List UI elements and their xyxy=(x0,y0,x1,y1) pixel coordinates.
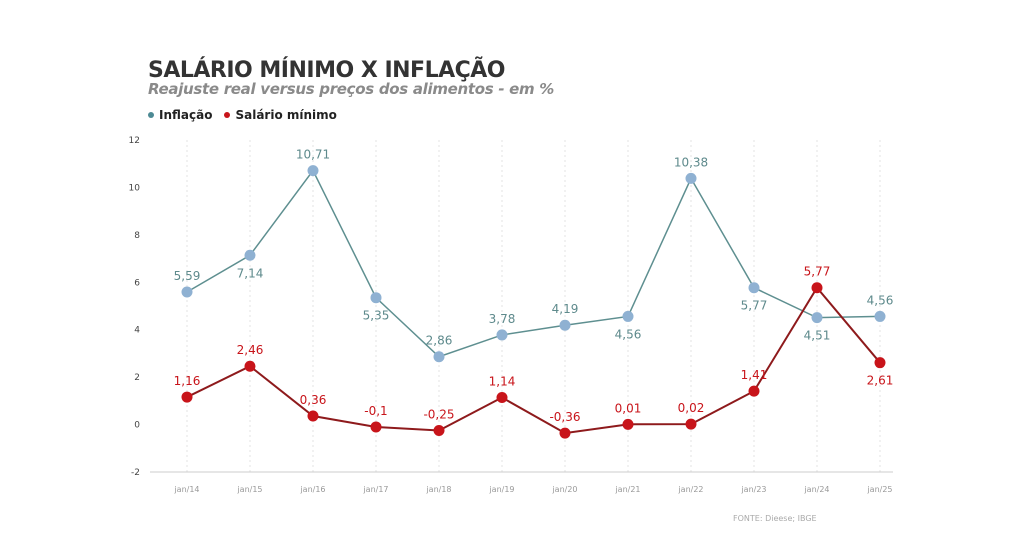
data-point xyxy=(874,357,886,369)
y-tick-label: 10 xyxy=(129,183,141,193)
x-tick-label: jan/25 xyxy=(866,485,892,494)
y-tick-label: 8 xyxy=(134,231,140,241)
x-tick-label: jan/23 xyxy=(740,485,766,494)
x-tick-label: jan/20 xyxy=(551,485,577,494)
data-label: 4,56 xyxy=(615,327,642,341)
x-tick-label: jan/19 xyxy=(488,485,514,494)
data-label: 5,35 xyxy=(363,309,390,323)
y-tick-label: 6 xyxy=(134,278,140,288)
data-label: 5,77 xyxy=(804,265,831,279)
legend-item-salario: Salário mínimo xyxy=(224,108,337,122)
legend-label: Salário mínimo xyxy=(235,108,337,122)
legend-label: Inflação xyxy=(159,108,213,122)
data-point xyxy=(874,310,886,322)
data-label: 1,16 xyxy=(174,374,201,388)
data-point xyxy=(622,418,634,430)
data-label: 4,19 xyxy=(552,302,579,316)
data-label: 2,61 xyxy=(867,374,894,388)
chart-title: SALÁRIO MÍNIMO X INFLAÇÃO xyxy=(148,58,506,83)
data-point xyxy=(181,286,193,298)
x-tick-label: jan/22 xyxy=(677,485,703,494)
data-point xyxy=(433,351,445,363)
legend-dot-icon xyxy=(224,112,231,118)
data-label: 1,14 xyxy=(489,375,516,389)
data-label: 1,41 xyxy=(741,368,768,382)
data-point xyxy=(307,410,319,422)
series-line-0 xyxy=(186,169,881,358)
data-point xyxy=(496,392,508,404)
data-label: 0,01 xyxy=(615,401,642,415)
data-label: 4,51 xyxy=(804,329,831,343)
chart-subtitle: Reajuste real versus preços dos alimento… xyxy=(148,80,555,98)
y-tick-label: 4 xyxy=(134,326,140,336)
data-label: 3,78 xyxy=(489,312,516,326)
data-point xyxy=(622,310,634,322)
data-label: 5,77 xyxy=(741,299,768,313)
data-point xyxy=(559,319,571,331)
y-tick-label: 0 xyxy=(134,421,140,431)
data-label: 4,56 xyxy=(867,293,894,307)
data-point xyxy=(811,312,823,324)
data-label: 10,38 xyxy=(674,155,708,169)
data-point xyxy=(181,391,193,403)
data-point xyxy=(496,329,508,341)
data-point xyxy=(748,282,760,294)
data-label: 10,71 xyxy=(296,148,330,162)
data-point xyxy=(244,249,256,261)
data-point xyxy=(811,282,823,294)
data-point xyxy=(433,425,445,436)
x-tick-label: jan/21 xyxy=(614,485,640,494)
data-point xyxy=(307,165,319,177)
legend: Inflação Salário mínimo xyxy=(148,108,337,122)
series-line-1 xyxy=(186,286,881,435)
x-tick-label: jan/24 xyxy=(803,485,829,494)
data-label: -0,1 xyxy=(364,404,387,418)
data-label: 5,59 xyxy=(174,269,201,283)
y-tick-label: 2 xyxy=(134,373,140,383)
data-label: 2,46 xyxy=(237,343,264,357)
legend-item-inflacao: Inflação xyxy=(148,108,212,122)
source-note: FONTE: Dieese; IBGE xyxy=(733,514,817,523)
data-label: 0,02 xyxy=(678,401,705,415)
x-tick-label: jan/15 xyxy=(236,485,262,494)
data-label: -0,25 xyxy=(423,408,454,422)
data-point xyxy=(559,427,571,439)
data-point xyxy=(370,292,382,304)
data-point xyxy=(748,385,760,397)
data-label: 2,86 xyxy=(426,334,453,348)
y-tick-label: 12 xyxy=(129,136,140,146)
data-label: 7,14 xyxy=(237,266,264,280)
x-tick-label: jan/14 xyxy=(173,485,199,494)
data-point xyxy=(370,421,382,433)
data-label: 0,36 xyxy=(300,393,327,407)
x-tick-label: jan/17 xyxy=(362,485,388,494)
y-tick-label: -2 xyxy=(131,468,140,478)
x-tick-label: jan/16 xyxy=(299,485,325,494)
x-tick-label: jan/18 xyxy=(425,485,451,494)
legend-dot-icon xyxy=(148,112,154,118)
data-point xyxy=(244,360,256,372)
data-point xyxy=(685,418,697,430)
data-label: -0,36 xyxy=(549,410,580,424)
data-point xyxy=(685,172,697,184)
